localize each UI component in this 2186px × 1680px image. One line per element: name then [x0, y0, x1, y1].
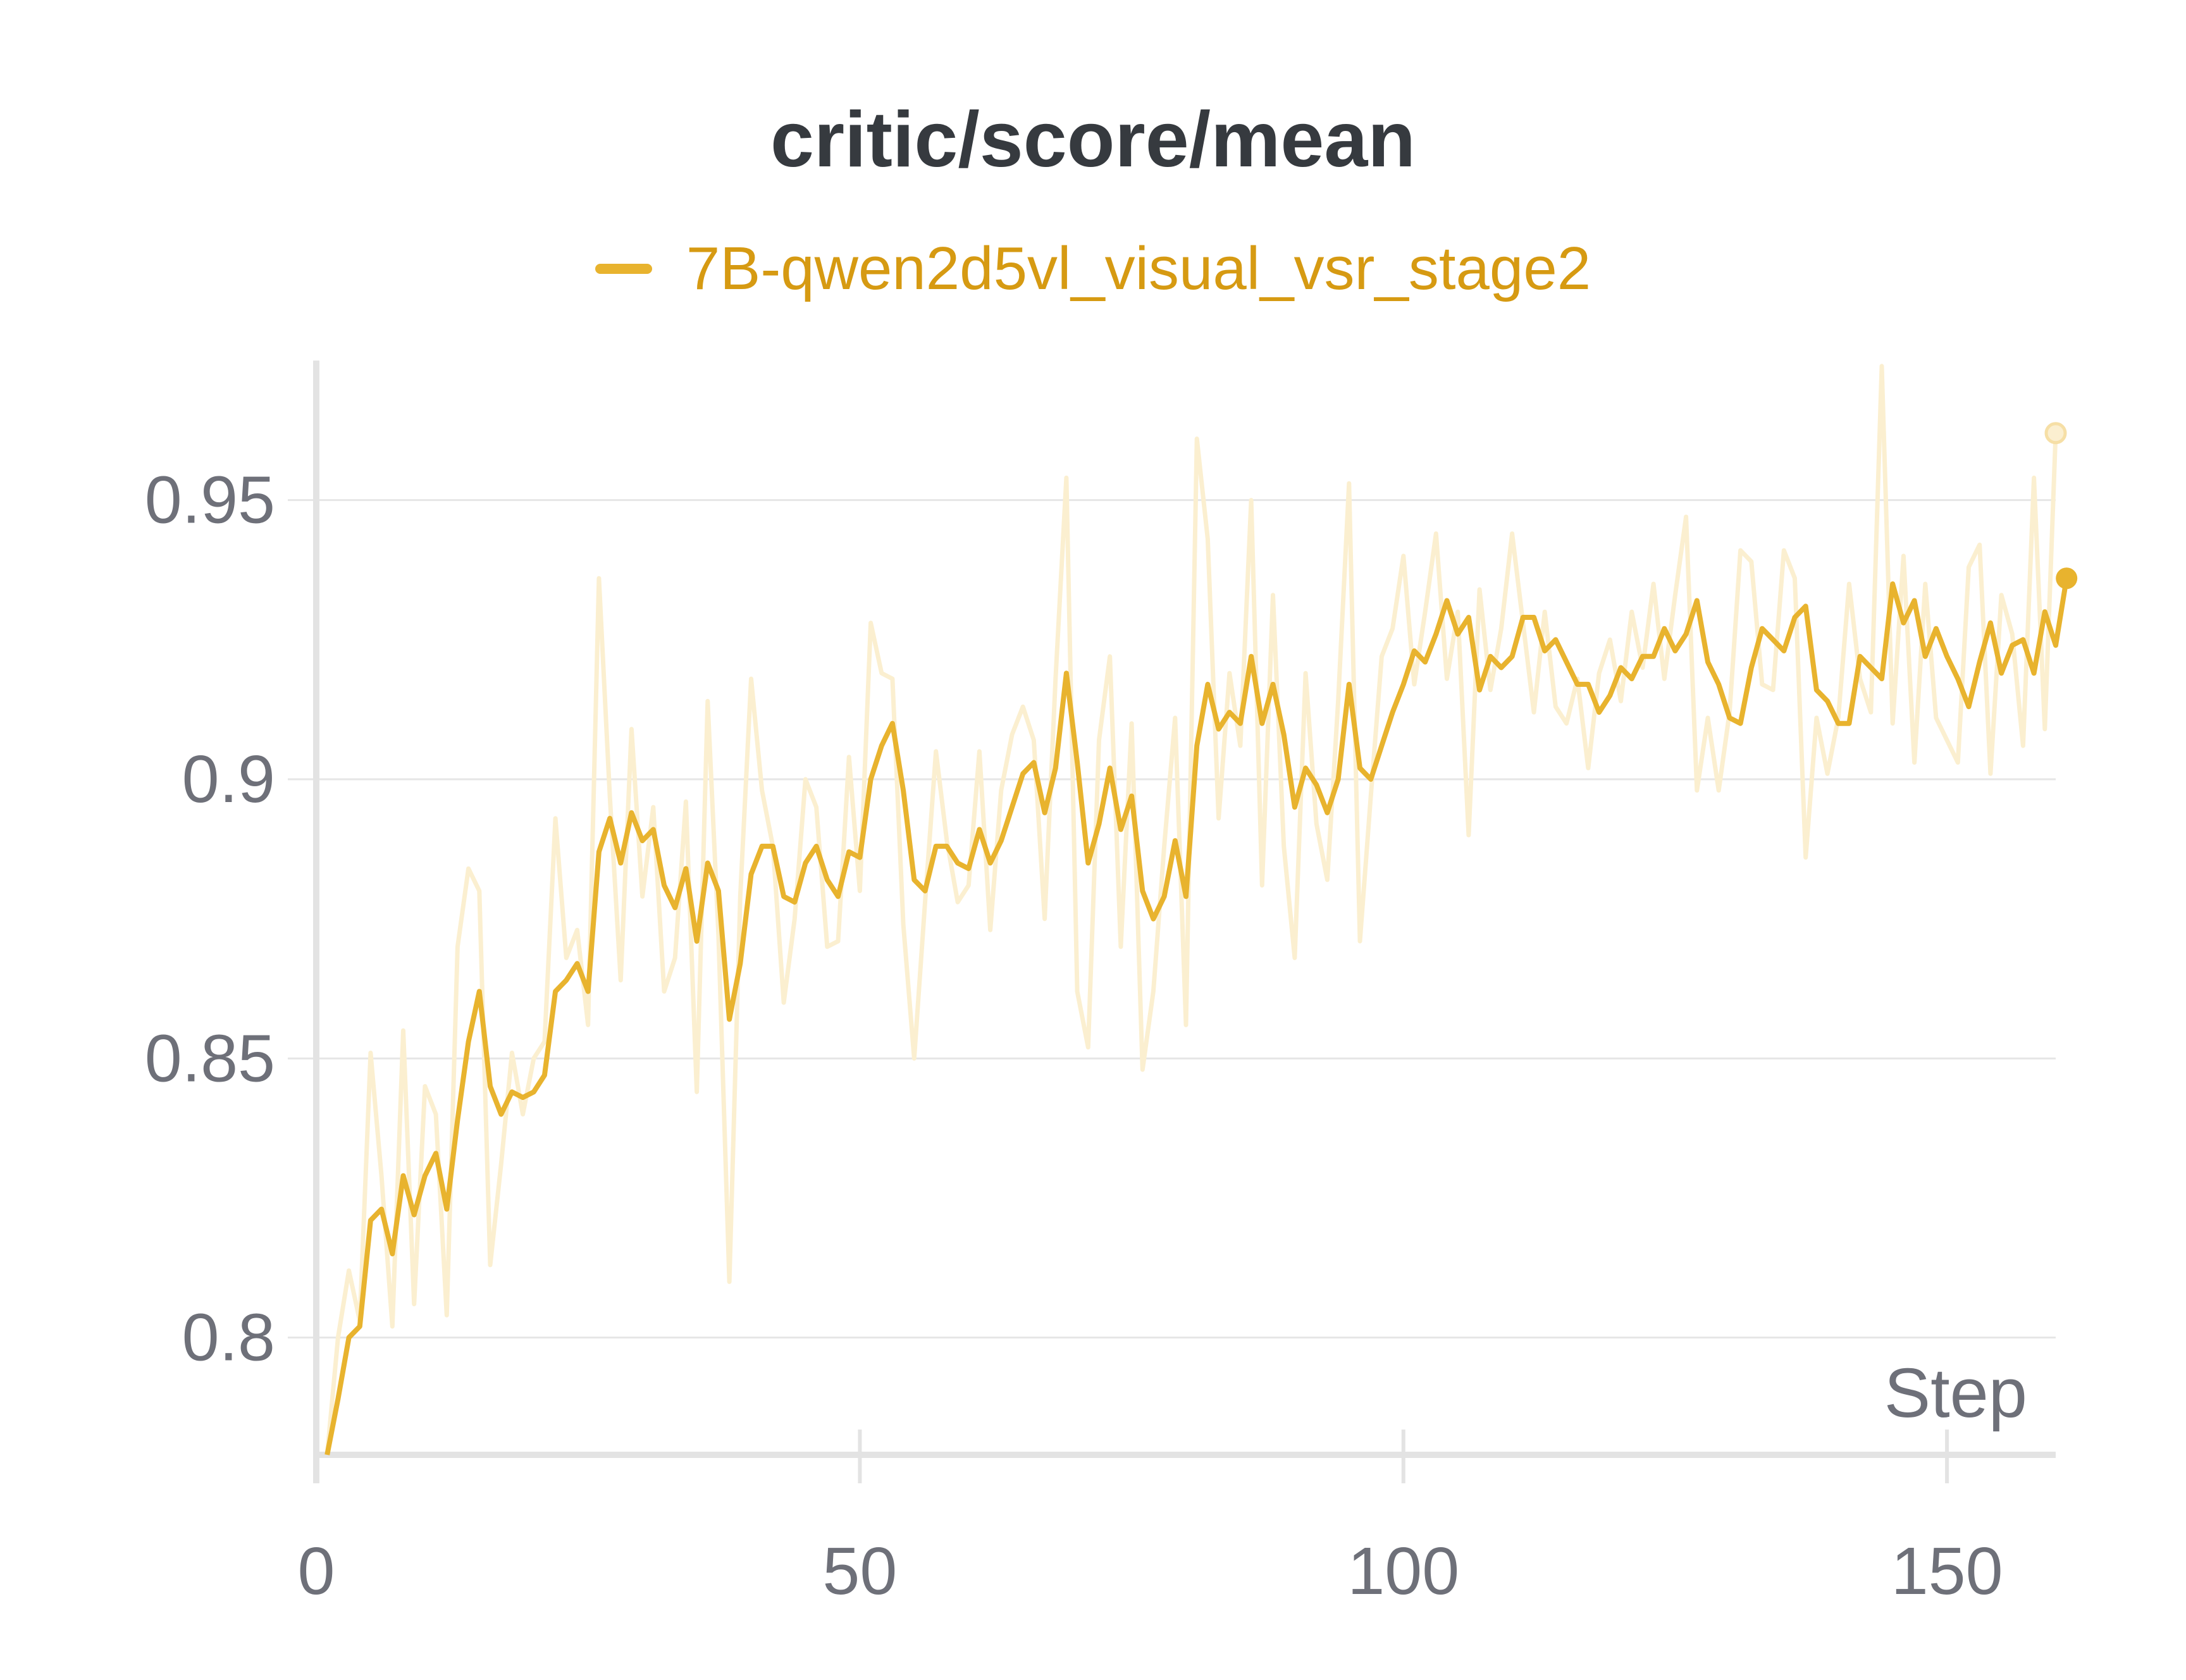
x-tick-label: 100: [1347, 1534, 1459, 1609]
tick-labels: 0.8 0.85 0.9 0.95 0 50 100 150: [145, 463, 2003, 1609]
legend-swatch: [595, 264, 652, 274]
legend-series-label[interactable]: 7B-qwen2d5vl_visual_vsr_stage2: [686, 235, 1591, 302]
plot-area[interactable]: [324, 364, 2078, 1455]
axes: [313, 361, 2056, 1483]
y-tick-label: 0.85: [145, 1021, 275, 1096]
x-tick-label: 0: [298, 1534, 335, 1609]
chart-title: critic/score/mean: [770, 96, 1416, 183]
smoothed-series-line: [324, 578, 2070, 1455]
raw-end-marker: [2044, 422, 2067, 445]
y-tick-label: 0.9: [182, 742, 275, 817]
x-tick-label: 150: [1891, 1534, 2003, 1609]
x-tick-label: 50: [822, 1534, 897, 1609]
y-tick-label: 0.95: [145, 463, 275, 538]
y-tick-label: 0.8: [182, 1300, 275, 1375]
smoothed-end-marker: [2056, 567, 2078, 590]
raw-series-line: [324, 364, 2058, 1455]
x-axis-label: Step: [1884, 1354, 2027, 1432]
legend[interactable]: 7B-qwen2d5vl_visual_vsr_stage2: [0, 234, 2186, 304]
